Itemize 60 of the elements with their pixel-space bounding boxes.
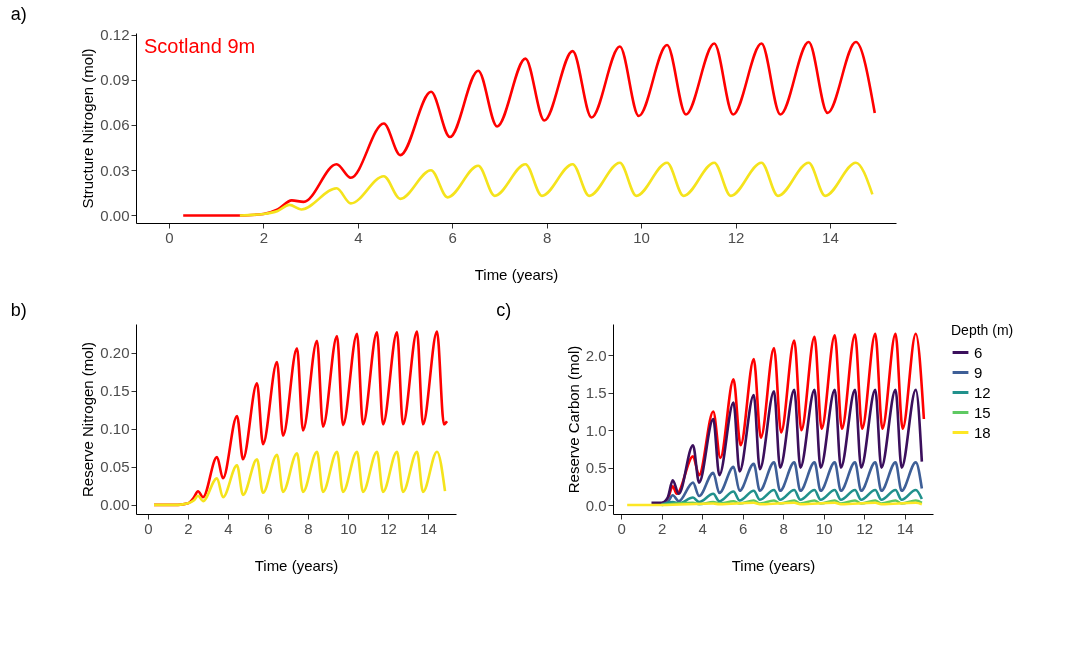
x-tick-label: 4 [698, 519, 707, 537]
legend-label: 6 [974, 343, 983, 361]
chart-title: c) [496, 300, 512, 320]
x-tick-label: 14 [420, 519, 437, 537]
x-axis-title: Time (years) [254, 556, 339, 574]
legend-label: 9 [974, 363, 983, 381]
y-tick-label: 0.03 [100, 161, 130, 179]
line-series [650, 388, 924, 505]
y-tick-label: 1.5 [585, 384, 607, 402]
y-tick-label: 0.05 [100, 458, 130, 476]
y-tick-label: 0.20 [100, 344, 130, 362]
y-tick-label: 0.0 [585, 496, 607, 514]
x-tick-label: 14 [822, 228, 839, 246]
y-axis-title: Reserve Carbon (mol) [564, 345, 582, 494]
x-tick-label: 2 [259, 228, 269, 246]
legend-label: 18 [974, 423, 991, 441]
y-tick-label: 0.5 [585, 459, 607, 477]
line-series [238, 161, 874, 217]
x-tick-label: 6 [738, 519, 748, 537]
x-tick-label: 12 [380, 519, 397, 537]
annotation: Scotland 9m [144, 35, 256, 57]
y-axis-title: Structure Nitrogen (mol) [79, 48, 97, 209]
x-tick-label: 8 [779, 519, 788, 537]
y-tick-label: 2.0 [585, 346, 607, 364]
x-tick-label: 6 [448, 228, 457, 246]
y-tick-label: 0.06 [100, 116, 130, 134]
legend-label: 15 [974, 403, 991, 421]
x-tick-label: 14 [896, 519, 914, 537]
y-tick-label: 0.12 [100, 26, 130, 44]
x-tick-label: 10 [633, 228, 650, 246]
legend-title: Depth (m) [951, 322, 1014, 338]
chart-title: b) [10, 300, 27, 320]
x-tick-label: 2 [657, 519, 667, 537]
x-tick-label: 12 [856, 519, 873, 537]
x-tick-label: 0 [617, 519, 626, 537]
x-tick-label: 10 [340, 519, 357, 537]
y-tick-label: 0.00 [100, 496, 130, 514]
line-series [660, 488, 924, 507]
x-tick-label: 0 [144, 519, 153, 537]
x-tick-label: 4 [354, 228, 363, 246]
x-tick-label: 10 [815, 519, 833, 537]
legend-label: 12 [974, 383, 991, 401]
x-tick-label: 8 [543, 228, 552, 246]
x-tick-label: 6 [264, 519, 273, 537]
y-axis-title: Reserve Nitrogen (mol) [79, 341, 97, 498]
line-series [660, 461, 924, 506]
x-tick-label: 4 [224, 519, 233, 537]
y-tick-label: 1.0 [585, 421, 607, 439]
y-tick-label: 0.09 [100, 71, 130, 89]
x-axis-title: Time (years) [474, 265, 559, 283]
x-tick-label: 12 [727, 228, 745, 246]
chart-title: a) [10, 3, 27, 24]
y-tick-label: 0.15 [100, 382, 130, 400]
x-tick-label: 2 [184, 519, 193, 537]
y-tick-label: 0.00 [100, 206, 130, 224]
x-axis-title: Time (years) [731, 556, 816, 574]
x-tick-label: 0 [165, 228, 174, 246]
x-tick-label: 8 [304, 519, 313, 537]
line-series [152, 450, 447, 507]
y-tick-label: 0.10 [100, 420, 130, 438]
